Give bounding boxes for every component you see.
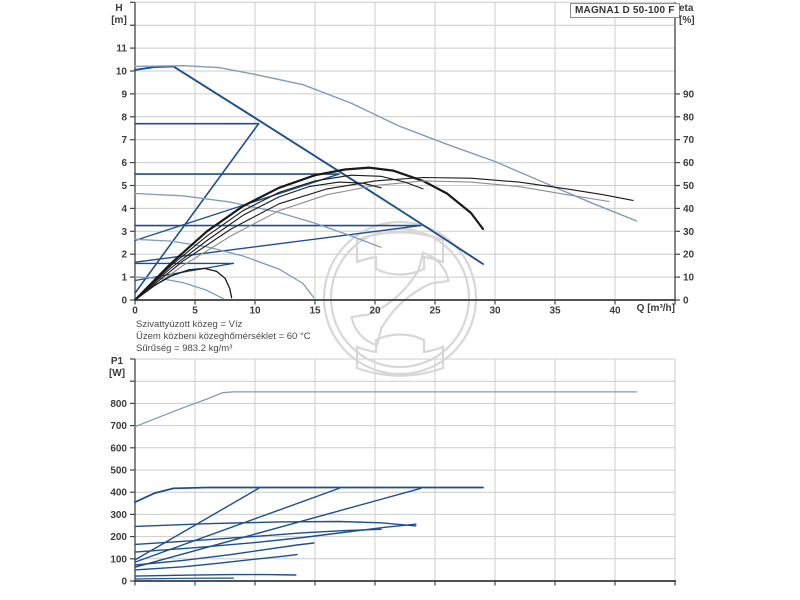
tick-label-P1-300: 300: [110, 510, 127, 521]
series-p1-parallel-max: [134, 391, 638, 428]
series-eta-mid-2: [134, 181, 382, 301]
tick-label-q-30: 30: [489, 306, 501, 317]
eta-axis-label: eta [%]: [679, 3, 709, 26]
tick-label-H-11: 11: [116, 44, 127, 55]
series-p1-min: [134, 573, 297, 577]
tick-label-q-15: 15: [309, 306, 321, 317]
tick-label-H-4: 4: [121, 204, 127, 215]
series-p1-ctrl-2: [134, 528, 382, 546]
tick-label-H-10: 10: [116, 67, 128, 78]
tick-label-H-7: 7: [121, 135, 127, 146]
series-eta-single-max: [133, 166, 485, 302]
tick-label-P1-500: 500: [110, 466, 127, 477]
series-eta-parallel-2: [134, 180, 610, 301]
p1-axis-label: P1 [W]: [103, 356, 131, 379]
p1-axis-unit: [W]: [108, 367, 126, 379]
tick-label-eta-50: 50: [683, 181, 695, 192]
series-p1-single-max: [134, 486, 484, 504]
series-p1-low-1: [134, 542, 315, 566]
tick-label-P1-100: 100: [110, 554, 127, 565]
series-eta-parallel-max: [134, 176, 634, 301]
tick-label-eta-70: 70: [683, 135, 695, 146]
tick-label-H-6: 6: [121, 158, 127, 169]
tick-label-eta-40: 40: [683, 204, 695, 215]
series-eta-mid-1: [134, 174, 424, 301]
tick-label-H-9: 9: [121, 89, 127, 100]
series-speed-curve-low: [134, 276, 225, 300]
series-single-max-qh: [134, 65, 484, 265]
tick-label-q-10: 10: [249, 306, 261, 317]
eta-axis-unit: [%]: [679, 14, 695, 26]
series-prop-press-7-7: [134, 122, 260, 294]
tick-label-H-2: 2: [121, 250, 127, 261]
note-density: Sűrűség = 983.2 kg/m³: [136, 342, 233, 354]
tick-label-P1-700: 700: [110, 421, 127, 432]
q-axis-label: Q [m³/h]: [636, 303, 675, 314]
h-axis-name: H: [115, 3, 123, 14]
tick-label-q-20: 20: [369, 306, 381, 317]
series-p1-ctrl-high: [134, 520, 417, 528]
tick-label-H-0: 0: [121, 296, 127, 307]
tick-label-eta-30: 30: [683, 227, 695, 238]
p1-axis-name: P1: [110, 356, 124, 367]
tick-label-P1-200: 200: [110, 532, 127, 543]
eta-axis-name: eta: [679, 3, 694, 14]
tick-label-q-40: 40: [609, 306, 621, 317]
series-speed-curve-high: [134, 192, 382, 248]
series-p1-prop-3-25: [134, 487, 422, 568]
chart-title-box: MAGNA1 D 50-100 F: [570, 3, 680, 18]
h-axis-unit: [m]: [111, 14, 127, 26]
tick-label-q-5: 5: [192, 306, 198, 317]
tick-label-P1-800: 800: [110, 399, 127, 410]
series-p1-low-2: [134, 553, 298, 571]
tick-label-eta-90: 90: [683, 89, 695, 100]
series-eta-min: [134, 267, 233, 301]
tick-label-H-5: 5: [121, 181, 127, 192]
tick-label-eta-20: 20: [683, 250, 695, 261]
tick-label-q-0: 0: [132, 306, 138, 317]
tick-label-eta-0: 0: [683, 296, 689, 307]
tick-label-eta-80: 80: [683, 112, 695, 123]
series-prop-press-5-5: [134, 173, 340, 242]
series-p1-tiny: [134, 577, 234, 580]
series-parallel-max-qh: [134, 65, 638, 222]
tick-label-eta-10: 10: [683, 273, 695, 284]
tick-label-H-3: 3: [121, 227, 127, 238]
tick-label-H-1: 1: [121, 273, 127, 284]
series-p1-ctrl-3: [134, 523, 417, 553]
chart-notes: Szivattyúzott közeg = Víz Üzem közbeni k…: [136, 319, 311, 354]
tick-label-P1-400: 400: [110, 488, 127, 499]
tick-label-P1-0: 0: [121, 577, 127, 588]
h-axis-label: H [m]: [106, 3, 132, 26]
tick-label-P1-600: 600: [110, 443, 127, 454]
tick-label-H-8: 8: [121, 112, 127, 123]
tick-label-q-35: 35: [549, 306, 561, 317]
series-speed-curve-mid: [134, 238, 315, 299]
tick-label-q-25: 25: [429, 306, 441, 317]
watermark-logo: [322, 220, 478, 377]
note-medium: Szivattyúzott közeg = Víz: [136, 319, 243, 330]
note-temperature: Üzem közbeni közeghőmérséklet = 60 °C: [136, 330, 311, 342]
tick-label-eta-60: 60: [683, 158, 695, 169]
